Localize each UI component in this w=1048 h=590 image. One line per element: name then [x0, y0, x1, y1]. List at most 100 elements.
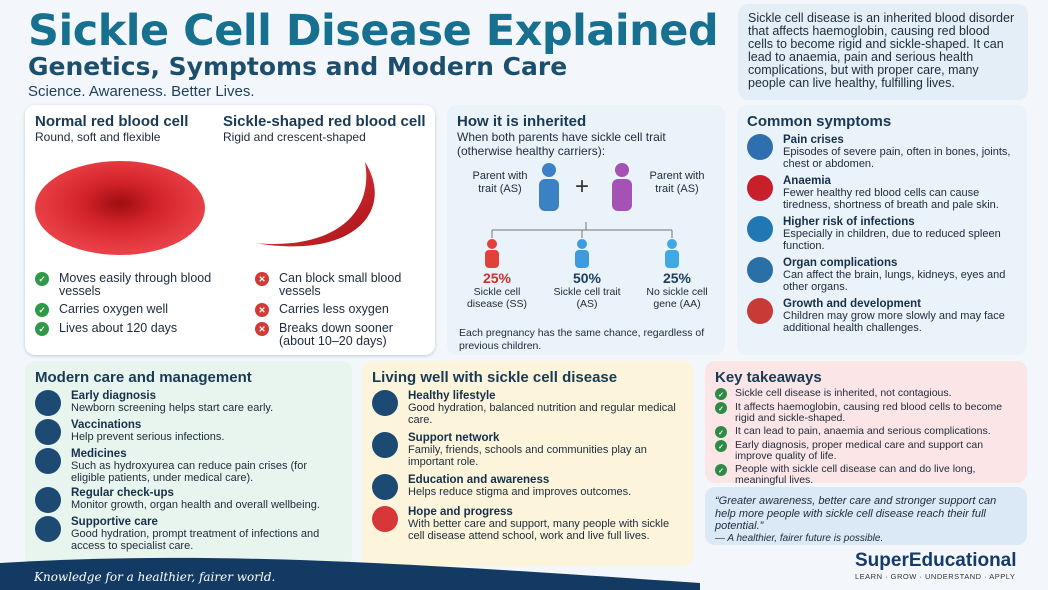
item-text: Newborn screening helps start care early…	[71, 402, 274, 414]
point-row: ✓ Lives about 120 days	[35, 322, 220, 336]
icon: ✓	[715, 426, 727, 438]
icon	[35, 390, 61, 416]
brand: SuperEducational LEARN · GROW · UNDERSTA…	[855, 550, 1017, 581]
icon	[747, 216, 773, 242]
point-row: ✓ Moves easily through blood vessels	[35, 272, 220, 298]
inherit-panel: How it is inherited When both parents ha…	[447, 105, 725, 355]
point-text: Carries less oxygen	[279, 302, 389, 316]
brand-tagline: LEARN · GROW · UNDERSTAND · APPLY	[855, 572, 1016, 581]
point-row: ✓ Carries oxygen well	[35, 303, 220, 317]
inherit-intro: When both parents have sickle cell trait…	[457, 130, 666, 158]
icon	[35, 448, 61, 474]
takeaway-row: ✓ People with sickle cell disease can and…	[715, 464, 1017, 486]
item: Pain crises Episodes of severe pain, ofte…	[747, 134, 1017, 170]
item-title: Support network	[408, 432, 500, 444]
item: Healthy lifestyle Good hydration, balance…	[372, 390, 683, 426]
item-text: Especially in children, due to reduced s…	[783, 228, 1001, 252]
item: Support network Family, friends, schools …	[372, 432, 683, 468]
cells-panel: Normal red blood cell Round, soft and fl…	[25, 105, 435, 355]
icon	[747, 134, 773, 160]
icon	[35, 419, 61, 445]
icon: ✓	[715, 402, 727, 414]
item: Higher risk of infections Especially in c…	[747, 216, 1017, 252]
icon	[747, 257, 773, 283]
icon: ✓	[35, 272, 49, 286]
takeaway-text: Early diagnosis, proper medical care and…	[735, 439, 984, 462]
footer-text: Knowledge for a healthier, fairer world.	[34, 570, 276, 584]
takeaways-title: Key takeaways	[715, 369, 822, 386]
living-panel: Living well with sickle cell disease Hea…	[362, 361, 693, 566]
item-text: Good hydration, balanced nutrition and r…	[408, 402, 676, 426]
outcome-percent: 50%	[572, 270, 602, 286]
takeaway-row: ✓ It affects haemoglobin, causing red blo…	[715, 402, 1017, 424]
takeaway-text: Sickle cell disease is inherited, not co…	[735, 387, 952, 399]
item-body: Supportive care Good hydration, prompt tr…	[71, 516, 342, 552]
item-text: Family, friends, schools and communities…	[408, 444, 647, 468]
plus-sign: +	[575, 173, 590, 200]
item-title: Early diagnosis	[71, 390, 157, 402]
outcome-percent: 25%	[482, 270, 512, 286]
item-body: Education and awareness Helps reduce stig…	[408, 474, 631, 498]
title: Sickle Cell Disease Explained	[28, 6, 719, 56]
item-body: Organ complications Can affect the brain,…	[783, 257, 1017, 293]
takeaway-row: ✓ Sickle cell disease is inherited, not c…	[715, 388, 1017, 400]
item-text: Help prevent serious infections.	[71, 431, 225, 443]
symptoms-title: Common symptoms	[747, 113, 892, 130]
normal-points: ✓ Moves easily through blood vessels ✓ Carr…	[35, 272, 220, 341]
icon: ✕	[255, 272, 269, 286]
icon: ✓	[35, 303, 49, 317]
item-text: With better care and support, many peopl…	[408, 518, 670, 542]
item-body: Higher risk of infections Especially in c…	[783, 216, 1017, 252]
item-body: Support network Family, friends, schools …	[408, 432, 683, 468]
symptoms-panel: Common symptoms Pain crises Episodes of s…	[737, 105, 1027, 355]
sickle-subtitle: Rigid and crescent-shaped	[223, 130, 366, 144]
outcome: 50% Sickle cell trait (AS)	[542, 270, 632, 310]
parent-label: Parent with trait (AS)	[472, 170, 528, 195]
point-text: Lives about 120 days	[59, 321, 178, 335]
item-text: Monitor growth, organ health and overall…	[71, 499, 320, 511]
takeaway-text: People with sickle cell disease can and …	[735, 463, 976, 486]
outcome-label: Sickle cell disease (SS)	[466, 286, 528, 310]
item-body: Growth and development Children may grow …	[783, 298, 1017, 334]
tagline: Science. Awareness. Better Lives.	[28, 83, 255, 100]
item-body: Early diagnosis Newborn screening helps s…	[71, 390, 273, 414]
item-title: Pain crises	[783, 134, 844, 146]
icon	[372, 432, 398, 458]
item: Regular check-ups Monitor growth, organ h…	[35, 487, 342, 513]
icon: ✓	[715, 440, 727, 452]
item-title: Supportive care	[71, 516, 158, 528]
sickle-title: Sickle-shaped red blood cell	[223, 113, 426, 130]
item-text: Children may grow more slowly and may fa…	[783, 310, 1005, 334]
item-body: Anaemia Fewer healthy red blood cells can…	[783, 175, 1017, 211]
takeaways-panel: Key takeaways ✓ Sickle cell disease is in…	[705, 361, 1027, 486]
item: Education and awareness Helps reduce stig…	[372, 474, 683, 500]
item-title: Organ complications	[783, 257, 898, 269]
icon: ✓	[715, 464, 727, 476]
item-body: Hope and progress With better care and su…	[408, 506, 683, 542]
item-title: Healthy lifestyle	[408, 390, 496, 402]
takeaway-text: It can lead to pain, anaemia and serious…	[735, 425, 991, 437]
item-title: Anaemia	[783, 175, 831, 187]
icon: ✓	[35, 322, 49, 336]
takeaway-row: ✓ Early diagnosis, proper medical care an…	[715, 440, 1017, 462]
brand-name: SuperEducational	[855, 550, 1017, 571]
item-title: Higher risk of infections	[783, 216, 915, 228]
normal-title: Normal red blood cell	[35, 113, 189, 130]
item-text: Fewer healthy red blood cells can cause …	[783, 187, 999, 211]
item: Hope and progress With better care and su…	[372, 506, 683, 542]
icon	[35, 516, 61, 542]
inherit-diagram	[485, 163, 679, 268]
normal-cell	[35, 161, 205, 255]
item-text: Good hydration, prompt treatment of infe…	[71, 528, 320, 552]
inherit-note: Each pregnancy has the same chance, rega…	[459, 327, 705, 352]
outcome-label: No sickle cell gene (AA)	[646, 286, 708, 310]
icon	[372, 390, 398, 416]
subtitle: Genetics, Symptoms and Modern Care	[28, 52, 568, 81]
item-body: Healthy lifestyle Good hydration, balance…	[408, 390, 683, 426]
outcome: 25% No sickle cell gene (AA)	[632, 270, 722, 310]
takeaway-text: It affects haemoglobin, causing red bloo…	[735, 401, 1003, 424]
item-body: Medicines Such as hydroxyurea can reduce …	[71, 448, 342, 484]
point-row: ✕ Breaks down sooner (about 10–20 days)	[255, 322, 430, 348]
icon	[372, 506, 398, 532]
